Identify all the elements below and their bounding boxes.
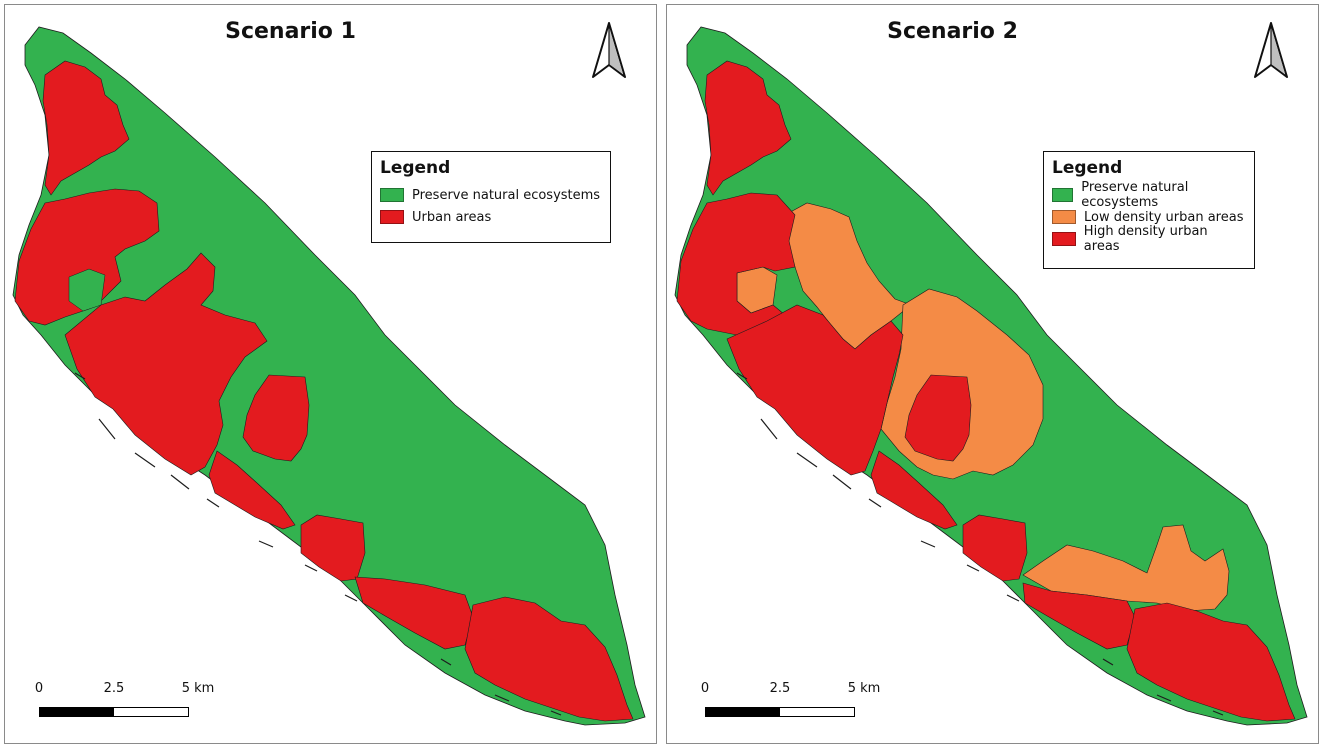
- urban-area-central: [242, 374, 310, 462]
- high-density-area-south-1: [870, 450, 958, 530]
- legend-swatch: [380, 210, 404, 224]
- legend-swatch: [1052, 188, 1074, 202]
- high-density-area-southeast: [1126, 602, 1296, 722]
- island-map: [12, 26, 646, 726]
- reef-fragments: [736, 372, 1224, 716]
- scale-bar-graphic: [705, 707, 855, 717]
- urban-area-central-west: [64, 252, 268, 476]
- high-density-area-north: [704, 60, 792, 196]
- island-map: [674, 26, 1308, 726]
- legend-label: High density urban areas: [1083, 224, 1208, 254]
- preserve-area: [12, 26, 646, 726]
- scale-segment-white: [114, 708, 188, 716]
- scale-bar: 0 2.5 5 km: [35, 681, 214, 721]
- scale-bar: 0 2.5 5 km: [701, 681, 880, 721]
- urban-area-west: [14, 188, 160, 326]
- legend: Legend Preserve natural ecosystems Urban…: [371, 151, 611, 243]
- urban-area-north: [42, 60, 130, 196]
- map-title: Scenario 2: [887, 19, 1018, 44]
- scale-segment-black: [706, 708, 780, 716]
- high-density-area-central: [904, 374, 972, 462]
- urban-area-south-3: [354, 576, 474, 650]
- urban-area-southeast: [464, 596, 634, 722]
- high-density-area-central-west: [726, 304, 904, 476]
- north-arrow-icon: [1254, 22, 1288, 78]
- urban-area-south-2: [300, 514, 366, 582]
- scale-segment-black: [40, 708, 114, 716]
- legend-label: Low density urban areas: [1084, 209, 1244, 225]
- scale-segment-white: [780, 708, 854, 716]
- legend-swatch: [380, 188, 404, 202]
- scale-label-0: 0: [34, 681, 44, 696]
- low-density-area-southeast: [1022, 524, 1230, 612]
- map-title: Scenario 1: [225, 19, 356, 44]
- high-density-area-south-2: [962, 514, 1028, 582]
- reef-fragments: [74, 372, 562, 716]
- preserve-patch: [68, 268, 106, 312]
- legend-swatch: [1052, 232, 1076, 246]
- legend-item-low-density: Low density urban areas: [1052, 206, 1246, 228]
- legend-item-preserve: Preserve natural ecosystems: [1052, 180, 1246, 210]
- map-panel-scenario-2: Scenario 2 Legend Preserve natural ecosy…: [666, 4, 1319, 744]
- scale-label-5: 5 km: [847, 681, 881, 696]
- legend: Legend Preserve natural ecosystems Low d…: [1043, 151, 1255, 269]
- legend-title: Legend: [380, 158, 451, 178]
- legend-item-high-density: High density urban areas: [1052, 224, 1246, 254]
- north-arrow-icon: [592, 22, 626, 78]
- scale-label-5: 5 km: [181, 681, 215, 696]
- legend-label: Preserve natural ecosystems: [1081, 180, 1189, 210]
- scale-label-2-5: 2.5: [103, 681, 125, 696]
- legend-label: Urban areas: [412, 209, 492, 225]
- scale-label-0: 0: [700, 681, 710, 696]
- map-panel-scenario-1: Scenario 1 Legend Preserve natural ecosy…: [4, 4, 657, 744]
- legend-item-preserve: Preserve natural ecosystems: [380, 184, 602, 206]
- legend-label: Preserve natural ecosystems: [412, 187, 601, 203]
- high-density-area-south-3: [1022, 582, 1136, 650]
- scale-label-2-5: 2.5: [769, 681, 791, 696]
- urban-area-south-1: [208, 450, 296, 530]
- legend-swatch: [1052, 210, 1076, 224]
- legend-item-urban: Urban areas: [380, 206, 602, 228]
- scale-bar-graphic: [39, 707, 189, 717]
- legend-title: Legend: [1052, 158, 1123, 178]
- high-density-area-west: [676, 192, 796, 336]
